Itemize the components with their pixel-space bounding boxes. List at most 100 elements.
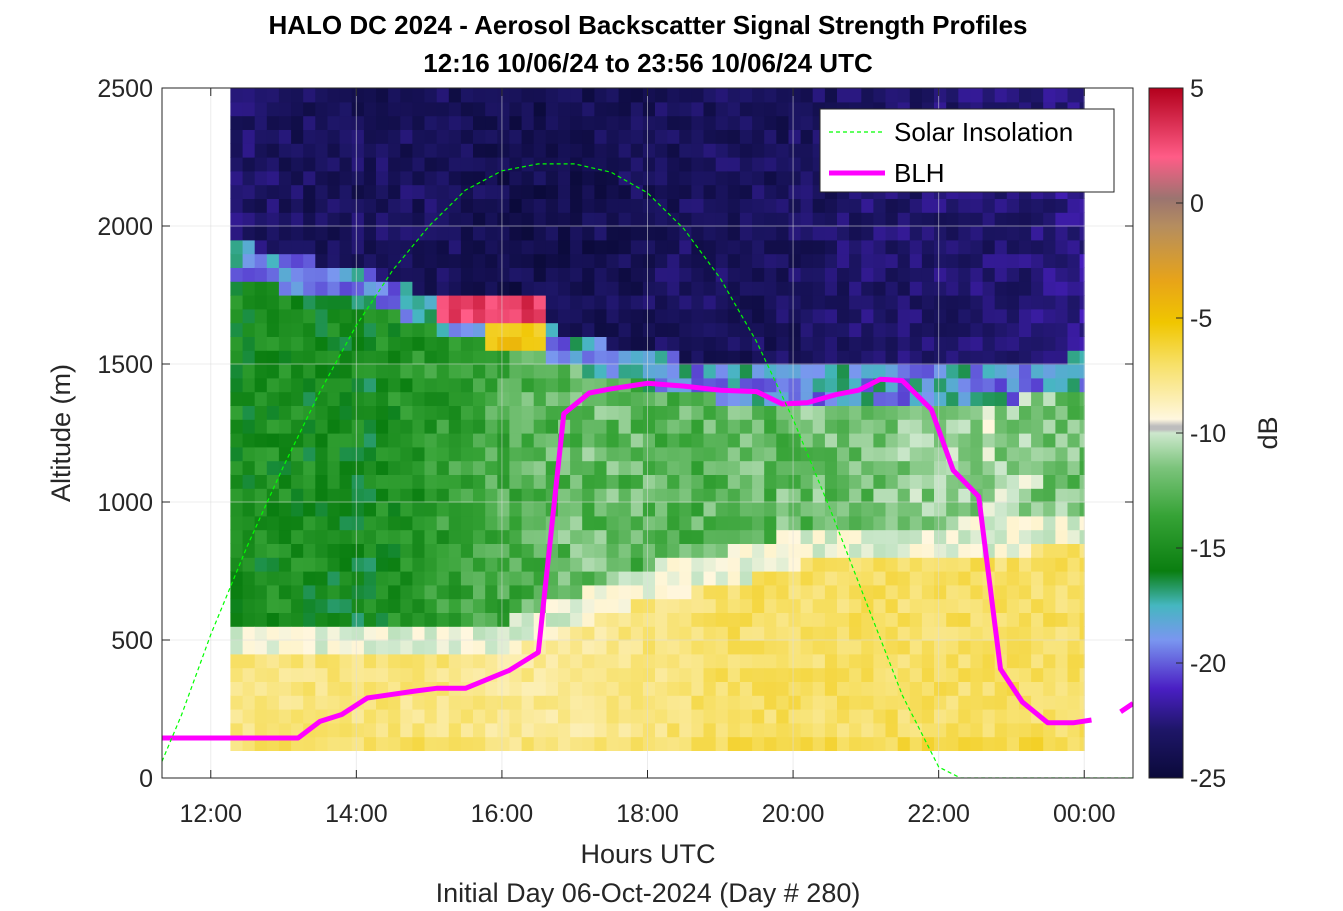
heatmap-cell (594, 419, 608, 434)
heatmap-cell (1079, 709, 1085, 724)
heatmap-cell (424, 198, 438, 213)
heatmap-cell (1067, 212, 1081, 227)
heatmap-cell (291, 184, 304, 199)
heatmap-cell (460, 322, 474, 337)
heatmap-cell (630, 239, 644, 255)
heatmap-cell (970, 88, 984, 103)
heatmap-cell (946, 295, 959, 310)
heatmap-cell (727, 88, 741, 103)
heatmap-cell (1006, 446, 1020, 462)
heatmap-cell (230, 308, 244, 324)
heatmap-cell (266, 515, 280, 531)
heatmap-cell (278, 322, 292, 337)
heatmap-cell (291, 474, 304, 489)
heatmap-cell (885, 653, 899, 669)
heatmap-cell (691, 143, 705, 158)
heatmap-cell (315, 157, 328, 172)
heatmap-cell (630, 419, 644, 434)
heatmap-cell (339, 391, 353, 406)
heatmap-cell (642, 695, 656, 710)
heatmap-cell (291, 626, 304, 641)
heatmap-cell (764, 653, 777, 669)
heatmap-cell (327, 322, 341, 337)
heatmap-cell (266, 364, 280, 379)
heatmap-cell (1031, 584, 1044, 600)
heatmap-cell (388, 88, 401, 103)
heatmap-cell (424, 295, 438, 310)
heatmap-cell (242, 336, 256, 351)
heatmap-cell (1067, 640, 1081, 655)
heatmap-cell (667, 322, 680, 337)
heatmap-cell (824, 350, 838, 365)
heatmap-cell (849, 736, 862, 751)
heatmap-cell (1006, 515, 1020, 531)
heatmap-cell (594, 115, 608, 130)
heatmap-cell (582, 722, 595, 738)
heatmap-cell (873, 722, 887, 738)
heatmap-cell (485, 253, 498, 268)
heatmap-cell (327, 281, 341, 296)
heatmap-cell (909, 722, 923, 738)
heatmap-cell (946, 267, 959, 282)
heatmap-cell (351, 612, 365, 627)
heatmap-cell (715, 419, 729, 434)
heatmap-cell (703, 198, 717, 213)
heatmap-cell (885, 709, 899, 724)
heatmap-cell (788, 433, 802, 448)
heatmap-cell (485, 515, 498, 531)
heatmap-cell (752, 267, 765, 282)
heatmap-cell (715, 88, 729, 103)
heatmap-cell (509, 515, 523, 531)
heatmap-cell (630, 198, 644, 213)
heatmap-cell (921, 212, 935, 227)
heatmap-cell (691, 695, 705, 710)
heatmap-cell (752, 377, 765, 393)
heatmap-cell (460, 170, 474, 186)
heatmap-cell (752, 184, 765, 199)
heatmap-cell (315, 239, 328, 255)
heatmap-cell (1043, 695, 1056, 710)
heatmap-cell (861, 722, 874, 738)
heatmap-cell (521, 695, 535, 710)
heatmap-cell (655, 474, 668, 489)
heatmap-cell (800, 198, 814, 213)
heatmap-cell (436, 515, 450, 531)
heatmap-cell (254, 681, 268, 696)
heatmap-cell (764, 336, 777, 351)
heatmap-cell (303, 433, 316, 448)
heatmap-cell (715, 170, 729, 186)
heatmap-cell (1067, 198, 1081, 213)
heatmap-cell (703, 515, 717, 531)
heatmap-cell (424, 88, 438, 103)
heatmap-cell (388, 170, 401, 186)
heatmap-cell (533, 488, 547, 503)
heatmap-cell (412, 736, 426, 751)
heatmap-cell (618, 598, 632, 613)
heatmap-cell (558, 474, 571, 489)
heatmap-cell (303, 364, 316, 379)
heatmap-cell (254, 433, 268, 448)
heatmap-cell (655, 598, 668, 613)
heatmap-cell (982, 88, 996, 103)
heatmap-cell (315, 626, 328, 641)
heatmap-cell (376, 681, 389, 696)
heatmap-cell (727, 488, 741, 503)
heatmap-cell (278, 308, 292, 324)
heatmap-cell (739, 308, 753, 324)
heatmap-cell (994, 226, 1008, 241)
heatmap-cell (727, 322, 741, 337)
heatmap-cell (412, 295, 426, 310)
heatmap-cell (994, 239, 1008, 255)
heatmap-cell (315, 433, 328, 448)
heatmap-cell (824, 598, 838, 613)
heatmap-cell (485, 474, 498, 489)
heatmap-cell (873, 488, 887, 503)
heatmap-cell (861, 488, 874, 503)
heatmap-cell (934, 571, 947, 586)
heatmap-cell (1067, 88, 1081, 103)
heatmap-cell (703, 419, 717, 434)
heatmap-cell (727, 336, 741, 351)
heatmap-cell (448, 101, 462, 117)
heatmap-cell (497, 405, 510, 420)
heatmap-cell (812, 736, 826, 751)
